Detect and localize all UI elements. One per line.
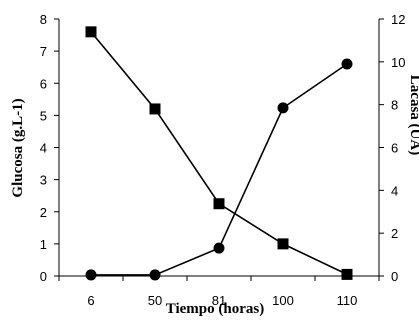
x-tick-label: 6 <box>87 293 94 308</box>
series-1-point <box>341 268 353 280</box>
left-y-tick-label: 0 <box>40 269 47 284</box>
series-1-point <box>277 238 289 250</box>
series-1-point <box>213 198 225 210</box>
left-y-tick-label: 6 <box>40 76 47 91</box>
right-y-tick-label: 0 <box>391 269 398 284</box>
series-1-line <box>90 31 348 276</box>
left-y-tick-label: 3 <box>40 173 47 188</box>
left-y-tick-label: 4 <box>40 141 47 156</box>
right-y-tick-label: 2 <box>391 226 398 241</box>
left-y-tick-label: 2 <box>40 205 47 220</box>
x-tick-label: 81 <box>212 293 226 308</box>
right-y-tick-label: 8 <box>391 98 398 113</box>
left-y-axis-title: Glucosa (g.L-1) <box>10 98 26 197</box>
axes <box>54 18 384 281</box>
left-y-tick-label: 5 <box>40 108 47 123</box>
series-2-point <box>213 242 225 254</box>
series-1-point <box>149 103 161 115</box>
x-axis-title: Tiempo (horas) <box>166 301 264 317</box>
right-y-tick-label: 10 <box>391 55 405 70</box>
series-2-point <box>277 102 289 114</box>
series-2-point <box>341 58 353 70</box>
left-y-tick-label: 7 <box>40 44 47 59</box>
left-y-tick-label: 8 <box>40 12 47 27</box>
series-2-point <box>149 269 161 281</box>
right-y-tick-label: 6 <box>391 141 398 156</box>
right-y-axis-title: Lacasa (UA) <box>407 75 419 155</box>
left-y-tick-label: 1 <box>40 237 47 252</box>
x-tick-label: 110 <box>337 293 358 308</box>
x-tick-label: 100 <box>272 293 294 308</box>
series-2-point <box>85 269 97 281</box>
right-y-tick-label: 12 <box>391 12 405 27</box>
right-y-tick-label: 4 <box>391 183 398 198</box>
x-tick-label: 50 <box>148 293 162 308</box>
series-layer <box>85 26 353 281</box>
series-1-point <box>85 26 97 38</box>
